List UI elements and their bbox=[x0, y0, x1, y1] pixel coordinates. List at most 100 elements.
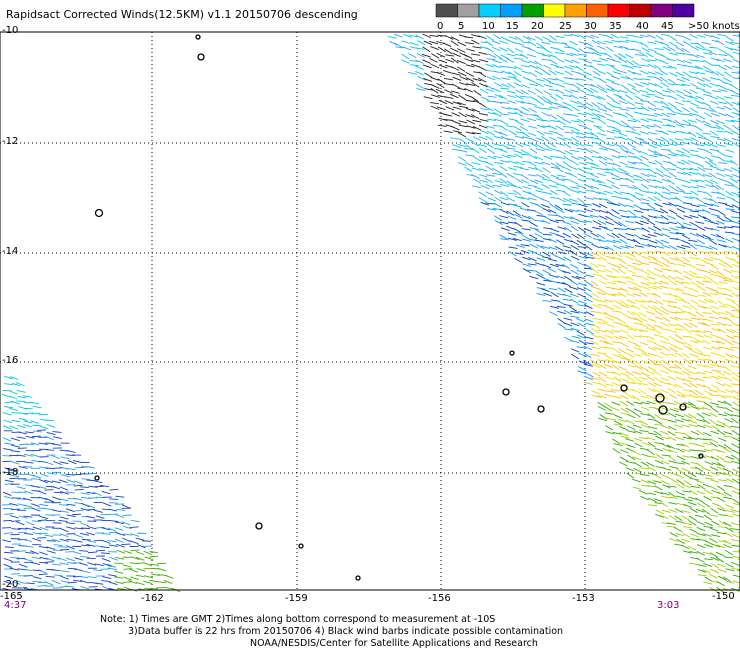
wind-barb bbox=[556, 48, 565, 53]
wind-barb bbox=[506, 210, 515, 216]
wind-barb bbox=[541, 119, 551, 122]
wind-barb bbox=[85, 466, 95, 469]
wind-barb bbox=[717, 444, 727, 449]
wind-barb bbox=[667, 485, 677, 488]
wind-barb bbox=[121, 504, 131, 509]
wind-barb bbox=[557, 136, 566, 141]
wind-barb bbox=[683, 358, 692, 365]
wind-barb bbox=[423, 40, 433, 46]
wind-barb bbox=[710, 438, 719, 444]
wind-barb bbox=[596, 84, 605, 90]
wind-barb bbox=[135, 537, 145, 541]
wind-barb bbox=[647, 227, 657, 232]
wind-barb bbox=[610, 33, 620, 39]
wind-barb bbox=[648, 261, 658, 264]
wind-barb bbox=[625, 150, 635, 155]
wind-barb bbox=[653, 334, 663, 338]
wind-barb bbox=[571, 47, 580, 53]
wind-barb bbox=[688, 348, 697, 354]
wind-barb bbox=[51, 580, 61, 585]
wind-barb bbox=[646, 437, 656, 441]
wind-barb bbox=[578, 41, 588, 45]
wind-barb bbox=[577, 178, 587, 183]
wind-barb bbox=[716, 234, 725, 240]
wind-barb bbox=[626, 192, 636, 197]
wind-barb bbox=[486, 70, 496, 72]
wind-barb bbox=[682, 550, 692, 554]
wind-barb bbox=[59, 486, 69, 491]
wind-barb bbox=[620, 147, 629, 154]
wind-barb bbox=[689, 243, 698, 250]
wind-barb bbox=[667, 153, 677, 157]
wind-barb bbox=[590, 87, 599, 93]
wind-barb bbox=[690, 102, 699, 107]
wind-barb bbox=[696, 429, 705, 436]
wind-barb bbox=[422, 59, 431, 64]
wind-barb bbox=[25, 551, 35, 554]
wind-barb bbox=[542, 238, 552, 241]
wind-barb bbox=[108, 581, 118, 586]
wind-barb bbox=[703, 33, 713, 38]
wind-barb bbox=[666, 124, 676, 128]
wind-barb bbox=[24, 431, 34, 434]
wind-barb bbox=[736, 101, 740, 105]
wind-barb bbox=[430, 94, 440, 98]
wind-barb bbox=[430, 105, 440, 110]
wind-barb bbox=[31, 503, 40, 507]
wind-barb bbox=[550, 228, 560, 233]
wind-barb bbox=[612, 360, 622, 364]
wind-barb bbox=[555, 94, 564, 100]
wind-barb bbox=[450, 57, 459, 64]
wind-barb bbox=[673, 383, 683, 389]
wind-barb bbox=[681, 352, 691, 359]
wind-barb bbox=[669, 138, 678, 144]
wind-barb bbox=[457, 71, 467, 77]
wind-barb bbox=[507, 112, 517, 115]
wind-barb bbox=[690, 210, 700, 213]
wind-barb bbox=[695, 233, 705, 239]
wind-barb bbox=[95, 549, 106, 552]
wind-barb bbox=[731, 204, 740, 210]
wind-barb bbox=[676, 94, 685, 100]
wind-barb bbox=[723, 400, 732, 407]
wind-barb bbox=[709, 552, 719, 558]
wind-barb bbox=[584, 197, 594, 200]
wind-barb bbox=[471, 148, 480, 154]
wind-barb bbox=[107, 563, 116, 568]
wind-barb bbox=[435, 88, 445, 94]
wind-barb bbox=[101, 539, 111, 544]
wind-barb bbox=[484, 84, 494, 90]
wind-barb bbox=[485, 165, 494, 172]
wind-barb bbox=[599, 274, 608, 281]
wind-barb bbox=[408, 35, 418, 38]
wind-barb bbox=[620, 191, 630, 195]
wind-barb bbox=[500, 160, 510, 163]
wind-barb bbox=[3, 447, 13, 451]
wind-barb bbox=[60, 456, 70, 460]
wind-barb bbox=[548, 214, 558, 217]
wind-barb bbox=[597, 401, 606, 408]
wind-barb bbox=[471, 162, 481, 166]
wind-barb bbox=[681, 123, 691, 127]
wind-barb bbox=[611, 75, 621, 80]
wind-barb bbox=[408, 53, 417, 59]
wind-barb bbox=[660, 280, 669, 285]
wind-barb bbox=[555, 131, 564, 137]
wind-barb bbox=[3, 375, 13, 380]
wind-barb bbox=[570, 255, 580, 261]
wind-barb bbox=[662, 316, 671, 323]
wind-barb bbox=[639, 376, 648, 380]
wind-barb bbox=[617, 70, 627, 74]
wind-barb bbox=[562, 102, 572, 107]
legend-swatch bbox=[457, 3, 480, 18]
note-line: NOAA/NESDIS/Center for Satellite Applica… bbox=[250, 638, 538, 649]
wind-barb bbox=[730, 167, 740, 172]
wind-barb bbox=[570, 220, 580, 225]
wind-barb bbox=[51, 480, 61, 484]
wind-barb bbox=[701, 322, 711, 327]
wind-barb bbox=[597, 220, 607, 225]
wind-barb bbox=[466, 119, 476, 125]
wind-barb bbox=[647, 138, 657, 144]
wind-barb bbox=[723, 447, 732, 453]
wind-barb bbox=[661, 262, 670, 268]
